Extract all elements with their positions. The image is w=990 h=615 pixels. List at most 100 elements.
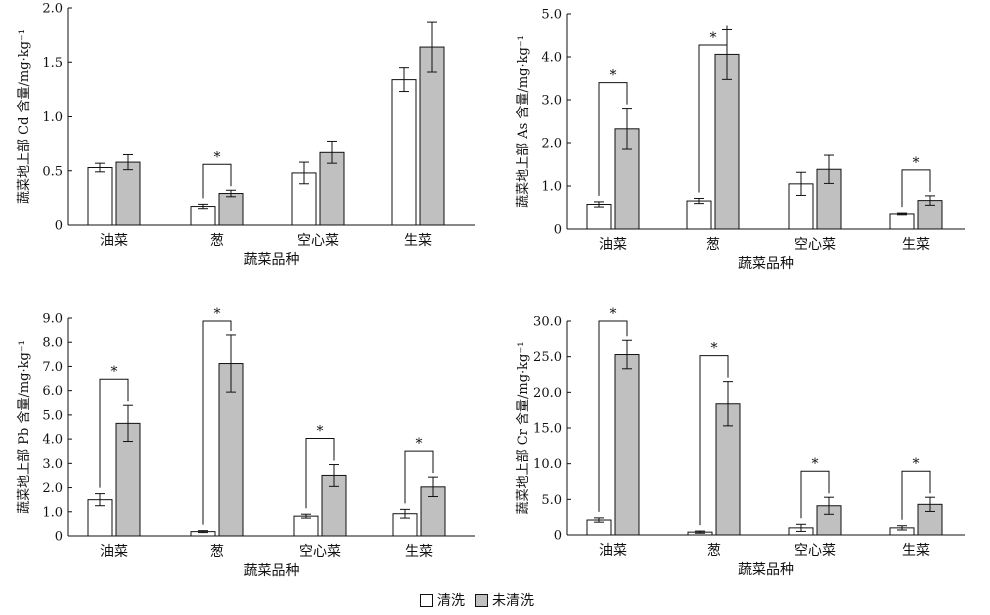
significance-bracket bbox=[404, 450, 434, 504]
x-tick-label: 葱 bbox=[210, 233, 224, 249]
y-tick-label: 2.0 bbox=[42, 2, 63, 17]
bar-washed bbox=[291, 172, 317, 226]
bar-unwashed bbox=[714, 53, 740, 230]
y-axis-title: 蔬菜地上部 Cd 含量/mg·kg⁻¹ bbox=[16, 29, 32, 204]
y-tick-label: 0 bbox=[554, 223, 562, 238]
y-tick-label: 10.0 bbox=[533, 457, 562, 472]
y-tick-label: 4.0 bbox=[541, 51, 562, 66]
x-axis-title: 蔬菜品种 bbox=[244, 252, 300, 268]
significance-star: * bbox=[111, 364, 118, 380]
y-tick-label: 0.5 bbox=[42, 164, 63, 179]
significance-bracket bbox=[99, 378, 129, 488]
y-tick-label: 7.0 bbox=[42, 360, 63, 375]
x-tick-label: 油菜 bbox=[599, 237, 627, 253]
chart-panel-2: 0 1.0 2.0 3.0 4.0 5.0 6.0 7.0 8.0 9.0 油菜 葱 空心菜 生菜蔬菜品种… bbox=[16, 306, 475, 579]
x-tick-label: 油菜 bbox=[100, 544, 128, 560]
bar-unwashed bbox=[419, 46, 445, 226]
significance-bracket bbox=[800, 470, 830, 519]
significance-star: * bbox=[610, 306, 617, 322]
significance-bracket bbox=[202, 163, 232, 199]
y-tick-label: 20.0 bbox=[533, 386, 562, 401]
significance-bracket bbox=[901, 470, 931, 520]
significance-bracket bbox=[598, 82, 628, 196]
bar-washed bbox=[293, 515, 319, 537]
significance-star: * bbox=[710, 30, 717, 46]
bar-washed bbox=[889, 213, 915, 230]
y-tick-label: 5.0 bbox=[541, 8, 562, 23]
y-tick-label: 0 bbox=[554, 529, 562, 544]
legend: 清洗 未清洗 bbox=[420, 590, 534, 610]
significance-star: * bbox=[711, 341, 718, 357]
significance-bracket bbox=[598, 320, 628, 512]
bar-washed bbox=[190, 206, 216, 226]
significance-bracket bbox=[202, 320, 232, 525]
y-tick-label: 1.5 bbox=[42, 56, 63, 71]
bar-unwashed bbox=[614, 354, 640, 536]
bar-unwashed bbox=[319, 151, 345, 226]
legend-swatch-washed bbox=[420, 593, 433, 607]
legend-item-unwashed: 未清洗 bbox=[475, 590, 534, 610]
y-tick-label: 3.0 bbox=[42, 457, 63, 472]
bar-washed bbox=[391, 79, 417, 226]
significance-bracket bbox=[698, 25, 728, 193]
y-tick-label: 1.0 bbox=[42, 110, 63, 125]
x-tick-label: 葱 bbox=[707, 543, 721, 559]
x-tick-label: 生菜 bbox=[902, 543, 930, 559]
y-tick-label: 8.0 bbox=[42, 336, 63, 351]
y-tick-label: 5.0 bbox=[42, 408, 63, 423]
significance-star: * bbox=[913, 456, 920, 472]
y-axis-title: 蔬菜地上部 Cr 含量/mg·kg⁻¹ bbox=[515, 342, 531, 515]
significance-bracket bbox=[901, 169, 931, 208]
bar-washed bbox=[87, 166, 113, 226]
legend-label-unwashed: 未清洗 bbox=[492, 593, 534, 609]
y-tick-label: 5.0 bbox=[541, 493, 562, 508]
x-axis-title: 蔬菜品种 bbox=[738, 562, 794, 578]
bar-washed bbox=[686, 200, 712, 230]
significance-bracket bbox=[699, 355, 729, 526]
y-tick-label: 3.0 bbox=[541, 94, 562, 109]
x-tick-label: 空心菜 bbox=[794, 543, 836, 559]
x-tick-label: 葱 bbox=[210, 544, 224, 560]
significance-star: * bbox=[416, 436, 423, 452]
significance-bracket bbox=[305, 438, 335, 509]
y-tick-label: 0 bbox=[55, 219, 63, 234]
y-tick-label: 0 bbox=[55, 530, 63, 545]
bar-washed bbox=[586, 203, 612, 230]
y-tick-label: 1.0 bbox=[42, 505, 63, 520]
x-tick-label: 空心菜 bbox=[299, 544, 341, 560]
y-axis-title: 蔬菜地上部 As 含量/mg·kg⁻¹ bbox=[515, 35, 531, 208]
y-tick-label: 2.0 bbox=[42, 481, 63, 496]
y-tick-label: 30.0 bbox=[533, 315, 562, 330]
x-tick-label: 生菜 bbox=[405, 544, 433, 560]
y-tick-label: 2.0 bbox=[541, 137, 562, 152]
y-tick-label: 6.0 bbox=[42, 384, 63, 399]
y-tick-label: 1.0 bbox=[541, 180, 562, 195]
y-tick-label: 25.0 bbox=[533, 350, 562, 365]
significance-star: * bbox=[913, 155, 920, 171]
legend-item-washed: 清洗 bbox=[420, 590, 465, 610]
significance-star: * bbox=[317, 424, 324, 440]
y-tick-label: 9.0 bbox=[42, 312, 63, 327]
significance-star: * bbox=[214, 306, 221, 322]
x-tick-label: 油菜 bbox=[100, 233, 128, 249]
significance-star: * bbox=[214, 149, 221, 165]
x-tick-label: 油菜 bbox=[599, 543, 627, 559]
x-axis-title: 蔬菜品种 bbox=[244, 563, 300, 579]
bar-unwashed bbox=[115, 422, 141, 537]
bar-unwashed bbox=[115, 161, 141, 226]
legend-label-washed: 清洗 bbox=[437, 593, 465, 609]
x-tick-label: 生菜 bbox=[902, 237, 930, 253]
significance-star: * bbox=[812, 456, 819, 472]
x-tick-label: 空心菜 bbox=[794, 237, 836, 253]
x-tick-label: 生菜 bbox=[404, 233, 432, 249]
x-tick-label: 空心菜 bbox=[297, 233, 339, 249]
significance-star: * bbox=[610, 68, 617, 84]
bar-unwashed bbox=[218, 193, 244, 226]
y-axis-title: 蔬菜地上部 Pb 含量/mg·kg⁻¹ bbox=[16, 340, 32, 514]
x-axis-title: 蔬菜品种 bbox=[738, 256, 794, 272]
y-tick-label: 15.0 bbox=[533, 422, 562, 437]
